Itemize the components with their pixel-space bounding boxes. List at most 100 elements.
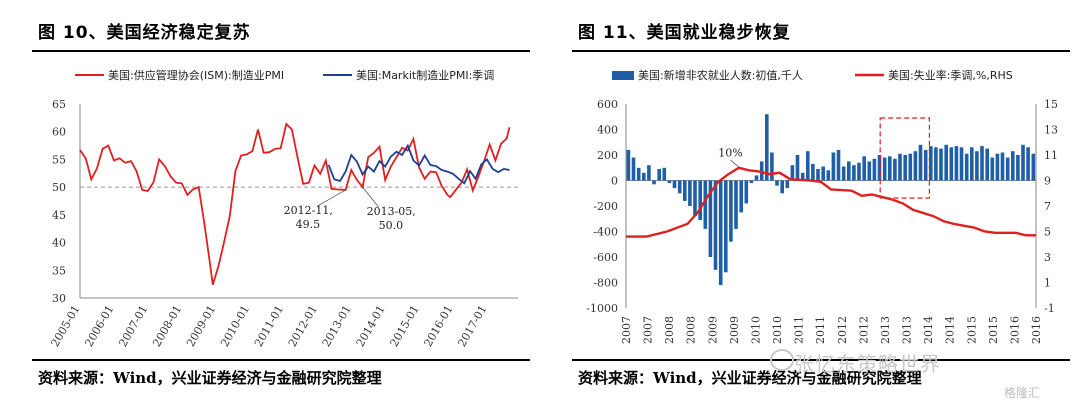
left-x-tick-label: 2011-01 xyxy=(252,303,286,349)
right-right-y-tick-label: 9 xyxy=(1044,175,1051,188)
right-x-tick-label: 2008 xyxy=(663,316,676,344)
payroll-bar xyxy=(995,153,1000,181)
payroll-bar xyxy=(718,180,723,286)
gelonghui-logo: 格隆汇 xyxy=(1004,386,1041,400)
left-source-note: 资料来源：Wind，兴业证券经济与金融研究院整理 xyxy=(38,369,382,387)
annotation-10pct-label: 10% xyxy=(718,146,742,159)
payroll-bar xyxy=(754,175,759,181)
payroll-bar xyxy=(631,157,636,181)
payroll-bar xyxy=(759,161,764,181)
left-x-tick-label: 2014-01 xyxy=(354,303,388,349)
right-x-tick-label: 2007 xyxy=(620,316,633,344)
left-x-tick-label: 2006-01 xyxy=(82,303,116,349)
payroll-bar xyxy=(749,180,754,184)
payroll-bar xyxy=(898,153,902,181)
left-x-tick-label: 2008-01 xyxy=(150,303,184,349)
payroll-bar xyxy=(703,180,708,229)
left-panel: 图 10、美国经济稳定复苏 资料来源：Wind，兴业证券经济与金融研究院整理 xyxy=(32,23,530,387)
payroll-bar xyxy=(929,146,933,181)
right-left-y-tick-label: 200 xyxy=(597,149,618,162)
payroll-bar xyxy=(744,180,749,204)
annotation-2013-05-label: 2013-05, xyxy=(367,205,416,218)
unemployment-rate-line xyxy=(626,166,1036,238)
annotation-2012-11-value: 49.5 xyxy=(296,218,321,231)
payroll-bar xyxy=(1031,153,1036,181)
payroll-bar xyxy=(1000,152,1005,181)
left-y-tick-label: 55 xyxy=(52,153,66,166)
legend-swatch-payrolls xyxy=(612,71,634,80)
right-right-y-tick-label: 3 xyxy=(1044,251,1051,264)
left-y-tick-label: 45 xyxy=(52,209,66,222)
right-left-y-tick-label: -1000 xyxy=(586,302,618,315)
right-left-y-tick-label: -200 xyxy=(593,200,618,213)
right-source-rule xyxy=(572,359,1070,361)
payroll-bar xyxy=(852,165,856,181)
payroll-bar xyxy=(770,152,774,181)
payroll-bar xyxy=(765,114,769,181)
right-left-y-tick-label: -400 xyxy=(593,226,618,239)
annotation-leader-10pct xyxy=(730,159,740,168)
payroll-bar xyxy=(657,169,661,181)
right-x-tick-label: 2010 xyxy=(749,316,762,344)
payroll-bar xyxy=(816,169,820,181)
payroll-bar xyxy=(1005,157,1010,181)
payroll-bar xyxy=(847,161,851,181)
payroll-bar xyxy=(862,156,866,181)
right-left-y-tick-label: -600 xyxy=(593,251,618,264)
right-left-y-tick-label: 600 xyxy=(597,98,618,111)
annotation-leader-2012-11 xyxy=(317,189,346,207)
right-x-tick-label: 2011 xyxy=(814,316,827,344)
payroll-bar xyxy=(790,165,795,181)
payroll-bar xyxy=(872,158,877,181)
payroll-bar xyxy=(882,157,887,181)
payroll-bar xyxy=(800,172,805,181)
right-x-tick-label: 2016 xyxy=(1008,316,1021,344)
payroll-bar xyxy=(1016,155,1020,181)
payroll-bar xyxy=(636,167,641,181)
right-left-y-tick-label: -800 xyxy=(593,277,618,290)
left-x-tick-label: 2007-01 xyxy=(116,303,150,349)
payroll-bar xyxy=(795,155,800,181)
payroll-bar xyxy=(780,180,784,194)
left-source-rule xyxy=(32,359,530,361)
right-x-tick-label: 2013 xyxy=(879,316,892,344)
left-title-rule xyxy=(32,50,530,52)
payroll-bar xyxy=(980,146,984,181)
payroll-bar xyxy=(811,163,815,181)
right-source-note: 资料来源：Wind，兴业证券经济与金融研究院整理 xyxy=(578,369,922,387)
right-right-y-tick-label: 11 xyxy=(1044,149,1058,162)
right-x-tick-label: 2009 xyxy=(728,316,741,344)
payroll-bar xyxy=(923,149,928,181)
right-right-y-tick-label: -1 xyxy=(1044,302,1055,315)
watermark-text: 张忆东策略世界 xyxy=(794,352,941,376)
right-x-tick-label: 2012 xyxy=(857,316,870,344)
left-x-tick-label: 2009-01 xyxy=(184,303,218,349)
left-x-tick-label: 2016-01 xyxy=(421,303,455,349)
left-x-tick-label: 2017-01 xyxy=(455,303,489,349)
payroll-bar xyxy=(785,180,790,189)
right-x-tick-label: 2016 xyxy=(1030,316,1043,344)
payroll-bar xyxy=(626,149,631,181)
payroll-bar xyxy=(970,147,974,181)
payroll-bar xyxy=(724,180,728,273)
payroll-bar xyxy=(652,180,656,185)
left-x-tick-label: 2015-01 xyxy=(388,303,422,349)
payroll-bar xyxy=(1021,144,1025,181)
right-left-y-tick-label: 400 xyxy=(597,124,618,137)
payroll-bar xyxy=(990,157,995,181)
left-y-tick-label: 30 xyxy=(52,292,66,305)
payroll-bar xyxy=(934,147,938,181)
right-left-y-tick-label: 0 xyxy=(611,175,618,188)
left-y-tick-label: 40 xyxy=(52,237,66,250)
payroll-bar xyxy=(867,161,872,181)
left-chart-title: 图 10、美国经济稳定复苏 xyxy=(38,23,251,43)
payroll-bar xyxy=(708,180,713,257)
payroll-bar xyxy=(698,180,702,220)
wechat-icon xyxy=(770,349,794,371)
payroll-bar xyxy=(975,151,979,181)
payroll-bar xyxy=(939,148,943,181)
markit-pmi-line xyxy=(327,143,510,185)
payroll-bar xyxy=(729,180,733,242)
right-right-y-tick-label: 7 xyxy=(1044,200,1051,213)
